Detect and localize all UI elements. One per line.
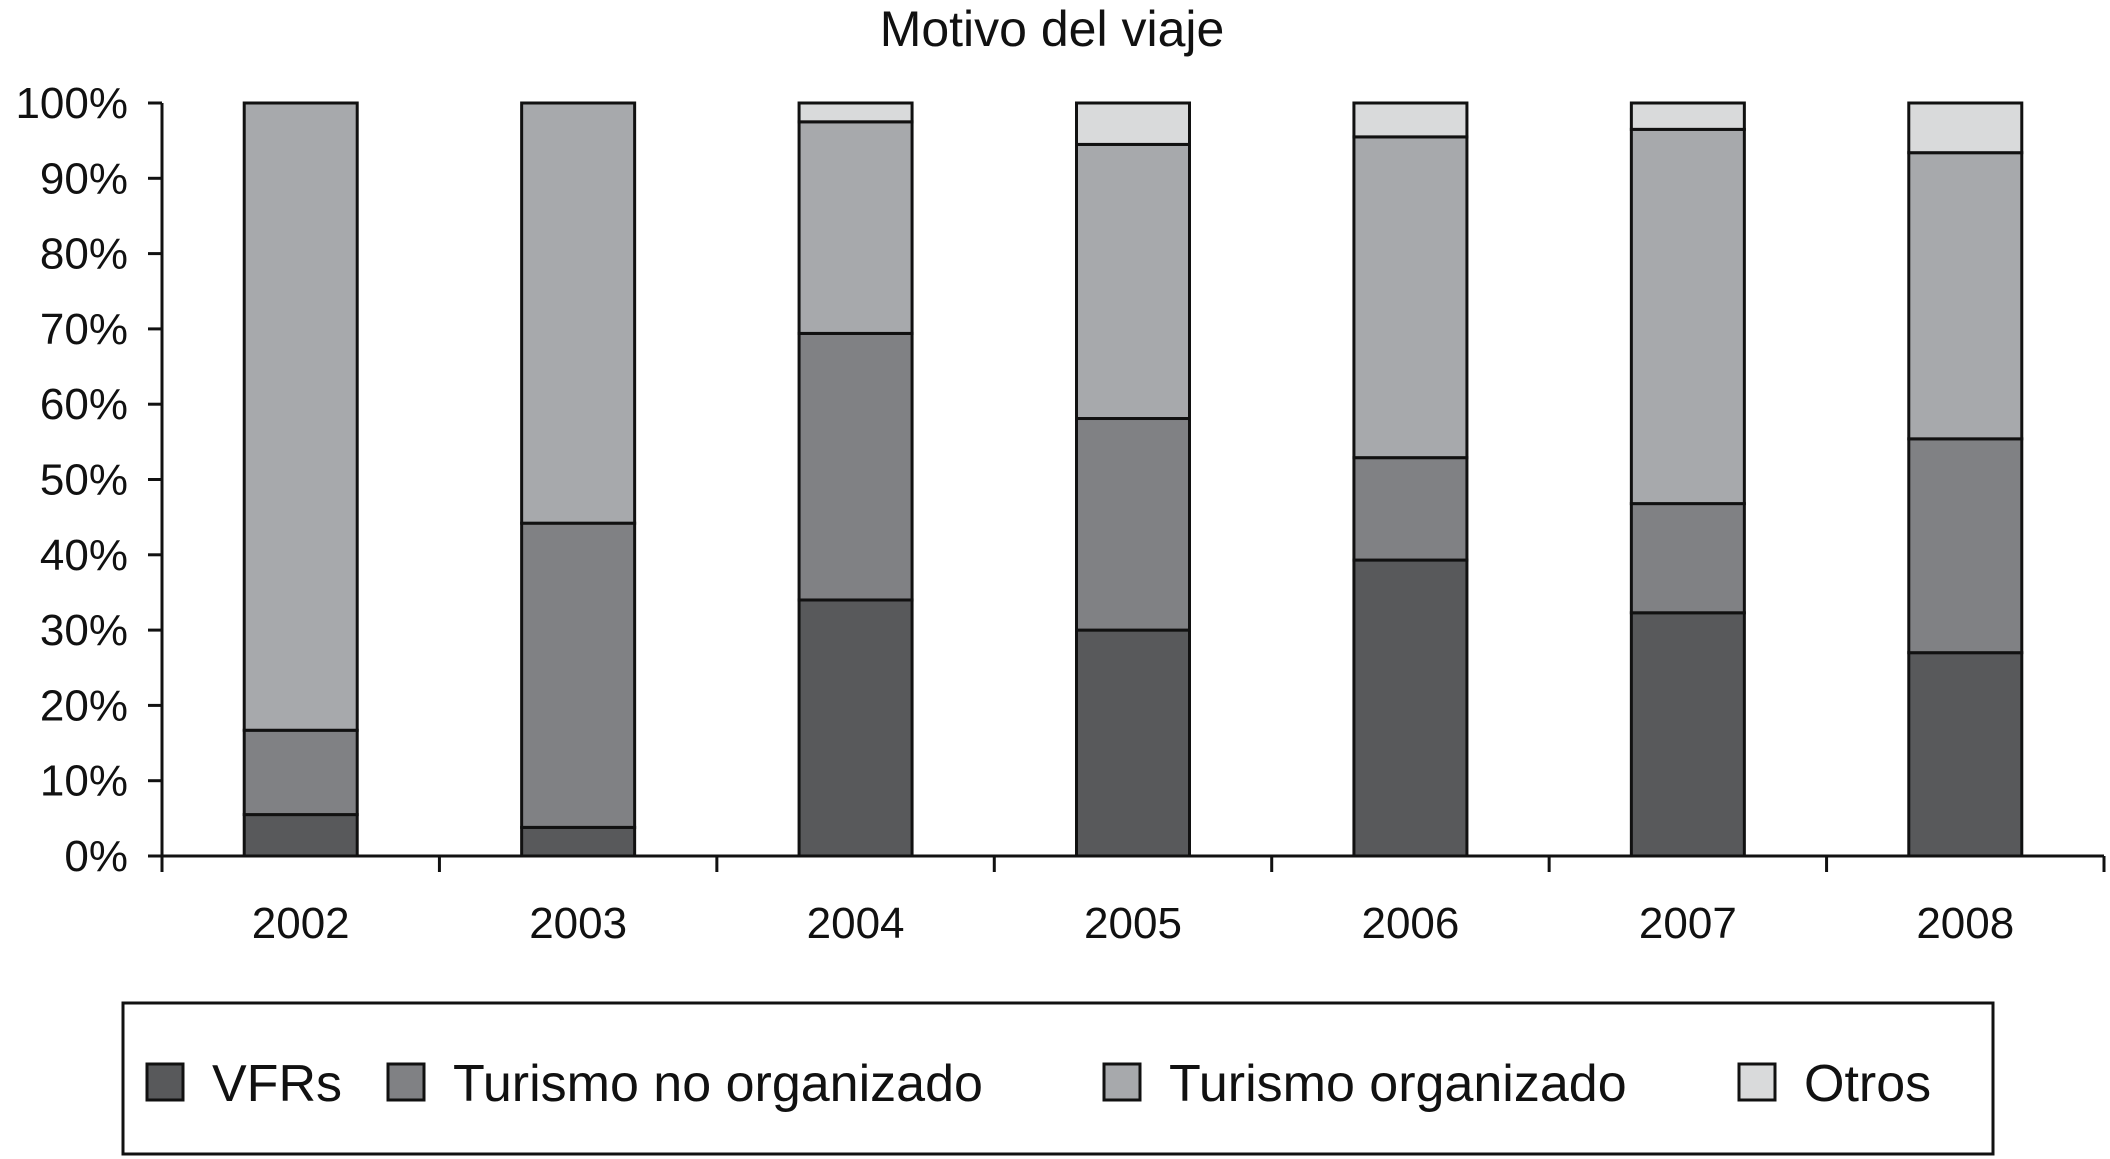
bar-segment-turismo-organizado-2007 [1629,127,1746,506]
bars [242,101,2024,858]
bar-segment-turismo-no-organizado-2003 [520,521,637,829]
bar-segment-vfrs-2005 [1075,628,1191,858]
bar-segment-turismo-no-organizado-2007 [1629,502,1746,615]
bar-segment-vfrs-2007 [1629,611,1746,858]
bar-segment-turismo-no-organizado-2005 [1075,417,1191,632]
y-axis: 0% 10% 20% 30% 40% 50% 60% 70% 80% 90% 100% [15,79,164,881]
x-tick-label: 2002 [252,899,350,948]
bar-segment-vfrs-2002 [242,813,359,858]
y-tick-label: 50% [40,456,128,505]
x-tick-label: 2008 [1916,899,2014,948]
legend-swatch-turismo-no-organizado [386,1062,426,1102]
bar-segment-turismo-no-organizado-2008 [1907,437,2024,655]
y-tick-label: 80% [40,230,128,279]
bar-segment-vfrs-2003 [520,825,637,858]
y-tick-label: 30% [40,606,128,655]
x-tick-label: 2006 [1361,899,1459,948]
y-tick-label: 10% [40,757,128,806]
legend-label-vfrs: VFRs [212,1055,342,1113]
legend-label-turismo-no-organizado: Turismo no organizado [453,1055,983,1113]
bar-segment-turismo-organizado-2002 [242,101,359,732]
y-tick-label: 20% [40,681,128,730]
legend-box [121,1001,1995,1156]
bar-segment-turismo-organizado-2005 [1075,142,1191,421]
y-tick-label: 40% [40,531,128,580]
bar-segment-turismo-organizado-2003 [520,101,637,525]
bar-segment-vfrs-2006 [1352,558,1469,858]
bar-segment-turismo-organizado-2004 [797,120,914,335]
bar-segment-otros-2008 [1907,101,2024,155]
legend-swatch-otros [1737,1062,1777,1102]
y-tick-label: 90% [40,154,128,203]
legend-label-otros: Otros [1804,1055,1931,1113]
bar-segment-turismo-no-organizado-2006 [1352,456,1469,562]
bar-segment-otros-2006 [1352,101,1469,139]
bar-segment-vfrs-2008 [1907,651,2024,858]
bar-segment-otros-2005 [1075,101,1191,146]
x-tick-label: 2007 [1639,899,1737,948]
bar-segment-turismo-no-organizado-2004 [797,331,914,602]
bar-segment-turismo-no-organizado-2002 [242,728,359,817]
y-tick-label: 60% [40,380,128,429]
legend-swatch-vfrs [145,1062,185,1102]
legend-label-turismo-organizado: Turismo organizado [1169,1055,1627,1113]
bar-segment-otros-2004 [797,101,914,124]
x-axis: 2002 2003 2004 2005 2006 2007 2008 [160,854,2106,948]
legend: VFRs Turismo no organizado Turismo organiz… [121,1001,1995,1156]
bar-segment-otros-2007 [1629,101,1746,131]
x-tick-label: 2004 [807,899,905,948]
x-tick-label: 2005 [1084,899,1182,948]
chart-title: Motivo del viaje [880,1,1225,57]
y-tick-label: 0% [64,832,128,881]
y-tick-label: 70% [40,305,128,354]
y-tick-label: 100% [15,79,128,128]
legend-swatch-turismo-organizado [1102,1062,1142,1102]
bar-segment-turismo-organizado-2008 [1907,151,2024,441]
bar-segment-vfrs-2004 [797,598,914,858]
bar-segment-turismo-organizado-2006 [1352,135,1469,460]
x-tick-label: 2003 [529,899,627,948]
